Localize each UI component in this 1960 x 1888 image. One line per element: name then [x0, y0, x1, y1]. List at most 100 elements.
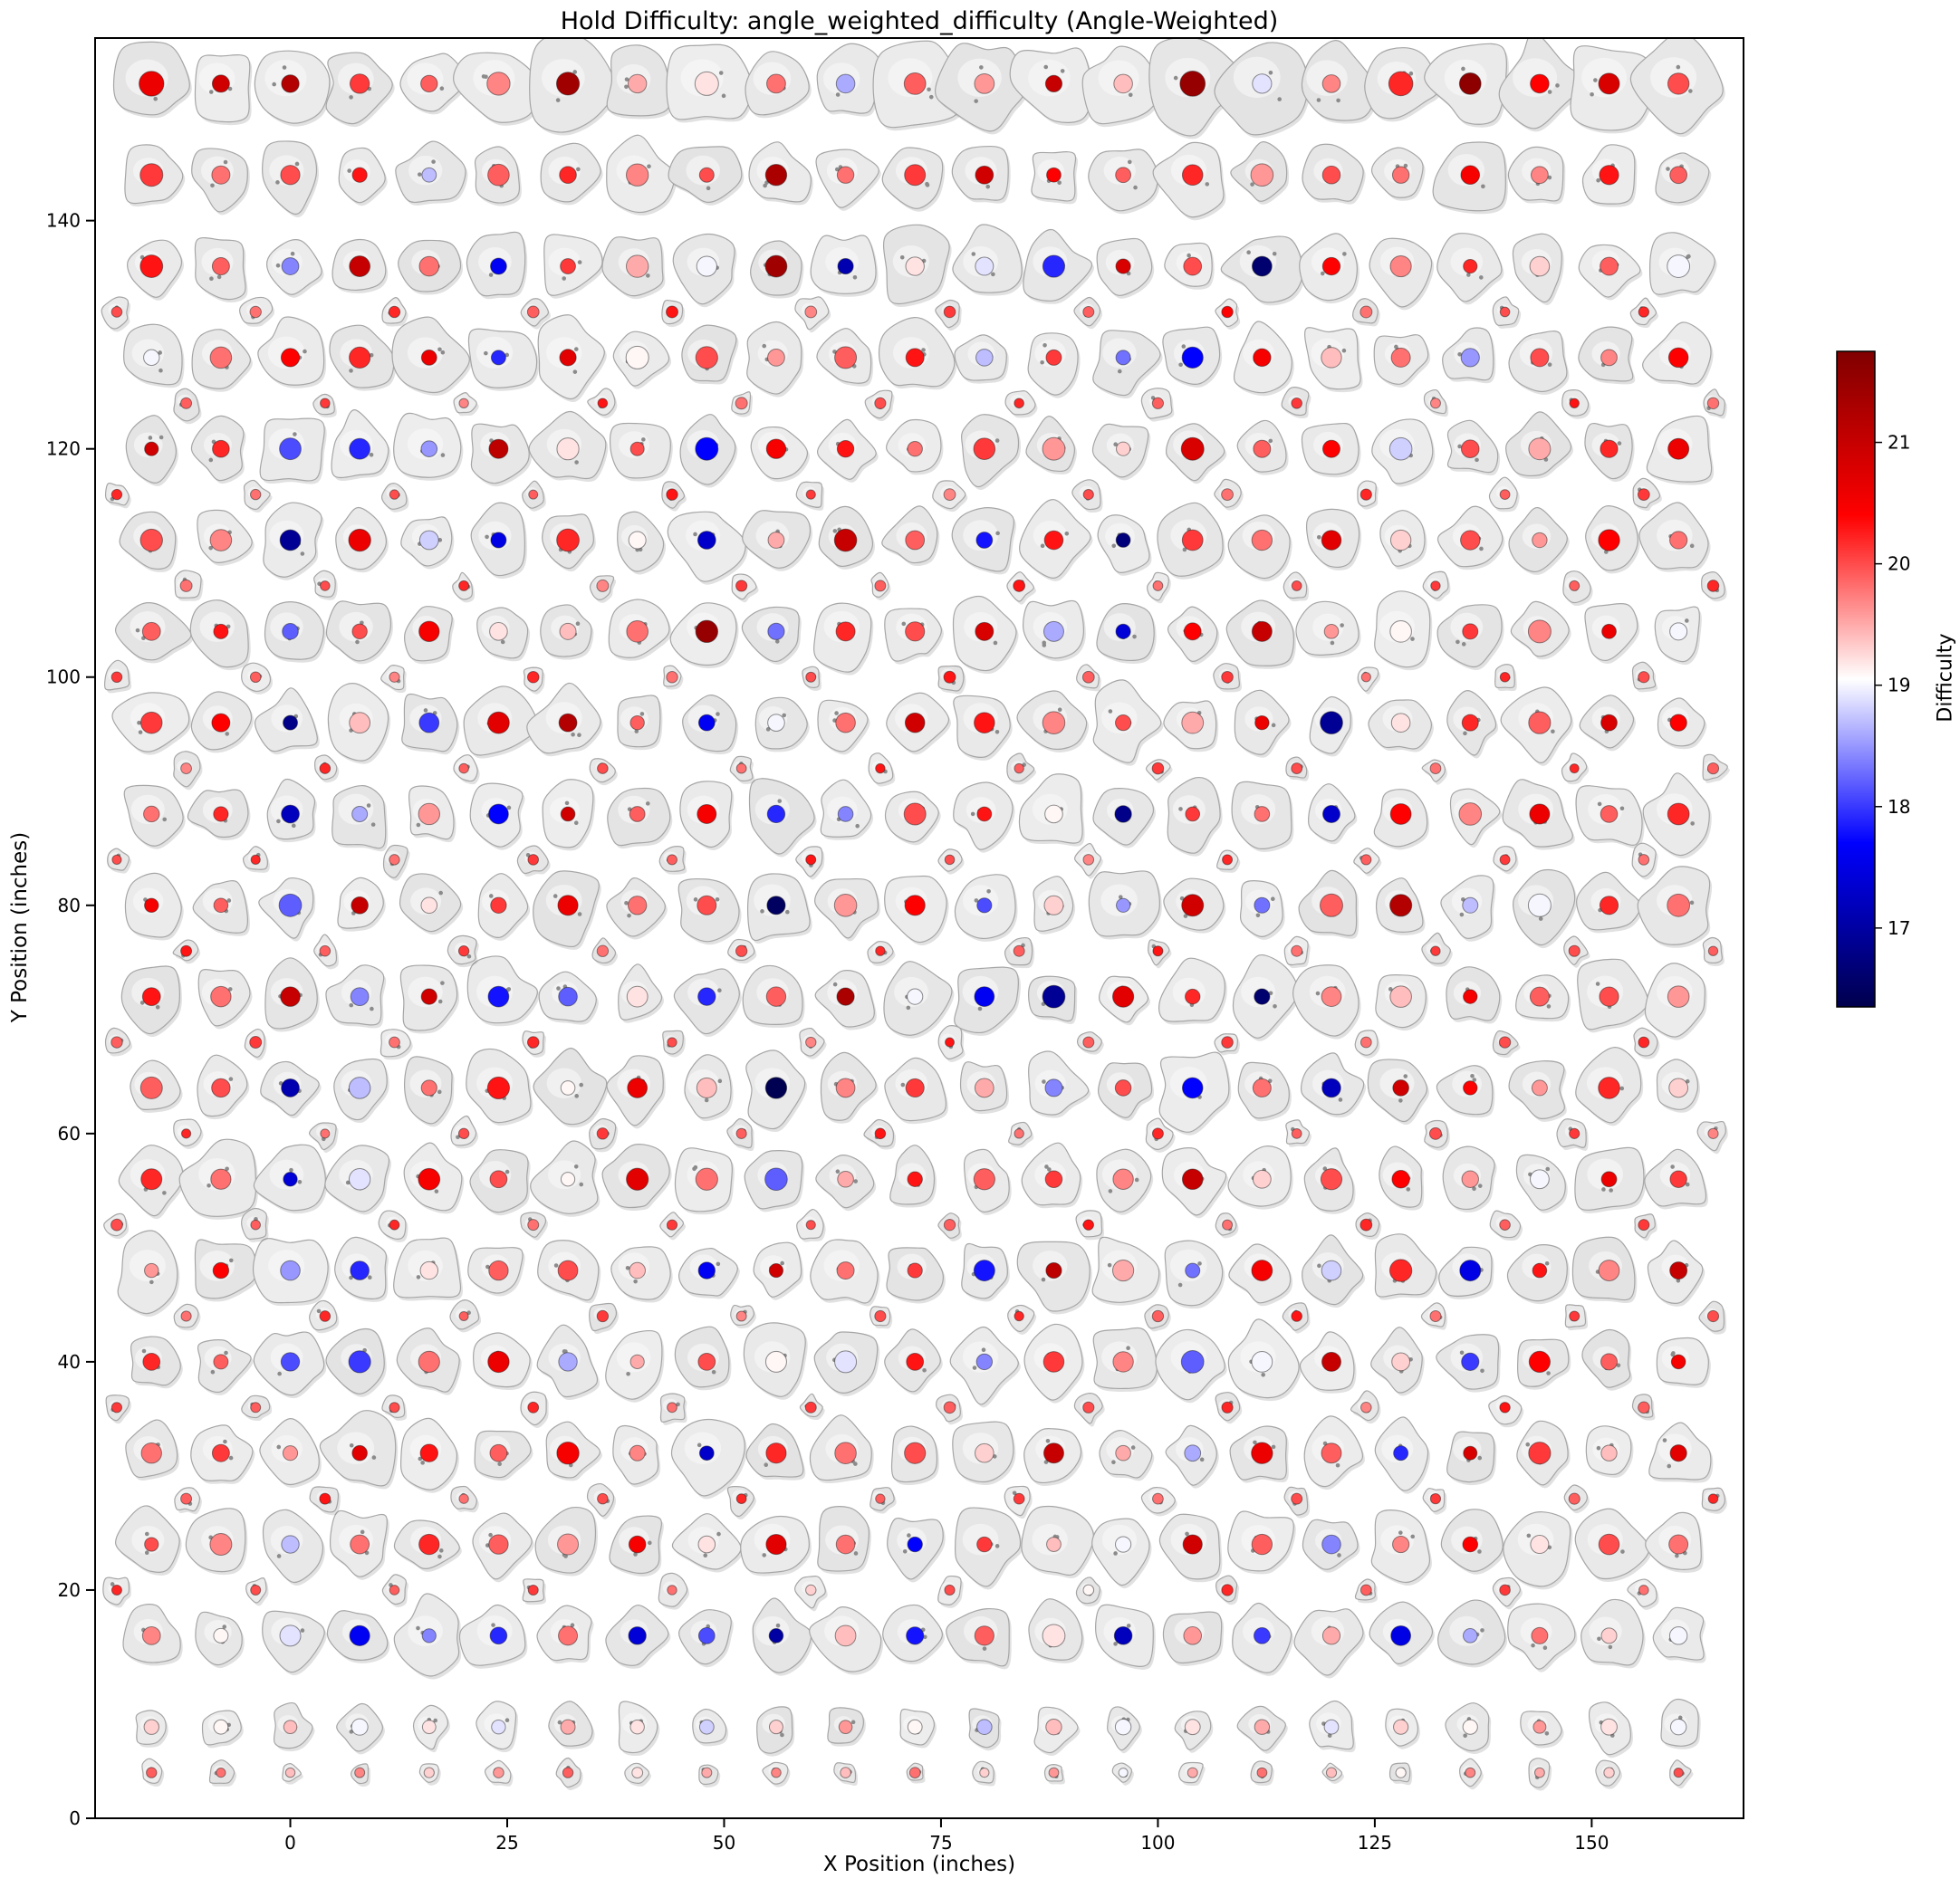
difficulty-dot — [697, 714, 716, 732]
hold — [884, 608, 944, 665]
difficulty-dot — [1048, 1767, 1060, 1778]
difficulty-dot — [1600, 349, 1618, 367]
svg-text:80: 80 — [58, 895, 81, 916]
hold — [540, 142, 603, 206]
hold — [1031, 151, 1079, 205]
hold — [404, 606, 455, 665]
difficulty-dot — [486, 72, 511, 96]
difficulty-dot — [1499, 1584, 1511, 1596]
hold — [746, 873, 812, 944]
hold — [881, 147, 946, 212]
hold — [754, 696, 810, 752]
difficulty-dot — [974, 1078, 994, 1098]
difficulty-dot — [1253, 1626, 1271, 1644]
difficulty-dot — [279, 437, 302, 461]
difficulty-dot — [805, 1584, 817, 1596]
difficulty-dot — [625, 163, 649, 187]
hold — [1214, 42, 1311, 139]
hold — [1021, 1505, 1096, 1578]
difficulty-dot — [628, 531, 647, 550]
hold — [1236, 419, 1289, 475]
difficulty-dot — [766, 804, 786, 824]
hold — [1580, 1598, 1646, 1669]
hold — [684, 1054, 734, 1122]
hold — [1305, 508, 1362, 570]
difficulty-dot — [1393, 1445, 1409, 1462]
difficulty-dot — [976, 806, 993, 822]
hold — [816, 328, 874, 387]
difficulty-dot — [1360, 1036, 1372, 1049]
hold — [118, 1145, 186, 1220]
hold — [1633, 1027, 1660, 1059]
difficulty-dot — [1082, 305, 1095, 318]
hold — [886, 1247, 946, 1304]
difficulty-dot — [804, 305, 818, 319]
hold — [1354, 1030, 1380, 1059]
hold — [391, 316, 472, 397]
difficulty-dot — [418, 802, 440, 826]
hold — [1507, 1603, 1578, 1672]
hold — [1656, 1059, 1701, 1113]
difficulty-dot — [1043, 530, 1064, 551]
hold — [1215, 1392, 1243, 1424]
difficulty-dot — [1184, 1444, 1202, 1462]
difficulty-dot — [1082, 1584, 1095, 1596]
difficulty-dot — [179, 579, 193, 592]
difficulty-dot — [284, 1767, 296, 1778]
hold — [1503, 1511, 1573, 1590]
difficulty-dot — [555, 72, 581, 96]
difficulty-dot — [486, 1076, 511, 1100]
hold — [241, 1394, 273, 1422]
difficulty-dot — [1182, 1534, 1203, 1555]
hold — [398, 239, 463, 295]
difficulty-dot — [1081, 670, 1095, 684]
hold — [1385, 1708, 1420, 1749]
hold — [729, 755, 755, 784]
difficulty-dot — [420, 440, 438, 457]
hold — [1027, 332, 1081, 398]
difficulty-dot — [1460, 165, 1481, 186]
hold — [1091, 1518, 1152, 1589]
hold — [1648, 1422, 1714, 1483]
hold — [104, 1027, 133, 1057]
difficulty-dot — [596, 1309, 610, 1323]
hold — [265, 239, 324, 298]
difficulty-dot — [767, 532, 785, 549]
difficulty-dot — [142, 1352, 161, 1371]
hold — [748, 778, 817, 858]
hold — [658, 1572, 690, 1610]
difficulty-dot — [180, 1128, 192, 1139]
hold — [617, 695, 663, 751]
difficulty-dot — [1569, 763, 1580, 774]
hold — [393, 412, 464, 481]
hold — [1220, 235, 1306, 306]
svg-text:0: 0 — [69, 1807, 81, 1829]
hold — [679, 414, 738, 488]
hold — [743, 1322, 808, 1400]
difficulty-dot — [1568, 944, 1580, 957]
difficulty-dot — [697, 1626, 716, 1644]
difficulty-dot — [1707, 945, 1719, 956]
difficulty-dot — [1183, 622, 1202, 641]
difficulty-dot — [626, 1167, 649, 1191]
hold — [393, 1519, 462, 1572]
difficulty-dot — [1360, 488, 1372, 501]
hold — [1023, 228, 1094, 304]
difficulty-dot — [1569, 580, 1580, 591]
difficulty-dot — [250, 854, 261, 865]
hold — [1025, 415, 1077, 474]
hold — [670, 1418, 747, 1500]
hold — [814, 877, 880, 942]
difficulty-dot — [557, 1260, 579, 1281]
difficulty-dot — [625, 254, 649, 278]
difficulty-dot — [768, 1720, 783, 1735]
difficulty-dot — [905, 256, 925, 276]
difficulty-dot — [281, 804, 300, 824]
hold — [818, 505, 875, 570]
hold — [1492, 1577, 1523, 1610]
difficulty-dot — [1360, 1218, 1373, 1232]
difficulty-dot — [1389, 620, 1412, 643]
difficulty-dot — [141, 987, 161, 1007]
hold — [1006, 571, 1036, 605]
hold — [762, 1761, 791, 1787]
